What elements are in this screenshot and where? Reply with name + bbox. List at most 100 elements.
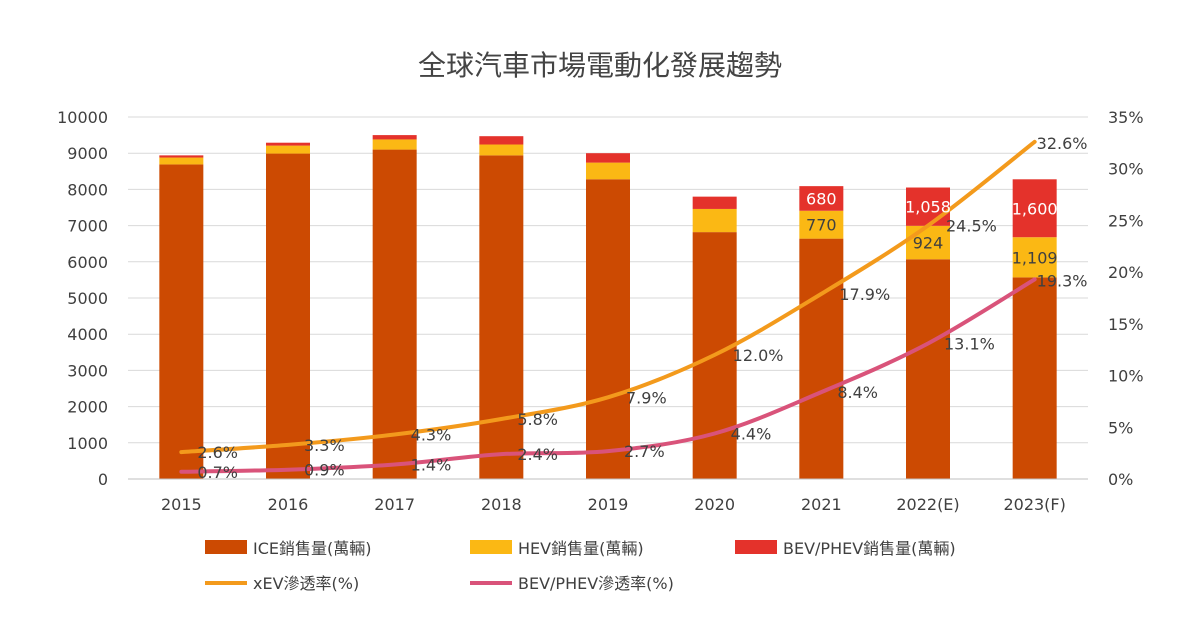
- bar-segment-bev-phev: [906, 187, 950, 226]
- x-tick-label: 2022(E): [896, 495, 959, 514]
- legend: ICE銷售量(萬輛) HEV銷售量(萬輛) BEV/PHEV銷售量(萬輛) xEV滲透…: [205, 539, 956, 593]
- chart-title: 全球汽車市場電動化發展趨勢: [418, 49, 782, 82]
- bar-segment-hev: [372, 139, 417, 150]
- bar-data-label: 1,600: [1012, 199, 1058, 218]
- y-left-tick-label: 1000: [67, 434, 108, 453]
- bar-segment-bev-phev: [692, 196, 737, 209]
- bar-segment-ice: [906, 259, 950, 479]
- bev-phev-data-label: 0.9%: [304, 461, 345, 480]
- bev-phev-data-label: 1.4%: [411, 456, 452, 475]
- xev-data-label: 7.9%: [626, 388, 667, 407]
- data-labels: 770 924 1,109 680 1,058 1,600 2.6% 3.3% 4.3% 5.8%…: [197, 134, 1087, 482]
- y-left-tick-label: 10000: [57, 108, 108, 127]
- xev-data-label: 24.5%: [946, 217, 997, 236]
- y-left-tick-label: 9000: [67, 144, 108, 163]
- legend-label: BEV/PHEV滲透率(%): [518, 574, 674, 593]
- x-tick-label: 2020: [694, 495, 735, 514]
- bar-segment-hev: [1012, 237, 1057, 278]
- legend-label: HEV銷售量(萬輛): [518, 539, 644, 558]
- bar-data-label: 924: [913, 234, 944, 253]
- x-tick-label: 2016: [268, 495, 309, 514]
- bar-segment-ice: [479, 155, 524, 479]
- bar-segment-hev: [159, 157, 204, 165]
- x-tick-label: 2017: [374, 495, 415, 514]
- bar-segment-ice: [1012, 277, 1057, 479]
- bar-data-label: 1,109: [1012, 248, 1058, 267]
- bev-phev-data-label: 0.7%: [197, 463, 238, 482]
- bar-segment-ice: [266, 153, 310, 479]
- bars: [159, 135, 1057, 479]
- bar-segment-ice: [799, 238, 844, 479]
- y-right-tick-label: 35%: [1108, 108, 1144, 127]
- y-right-tick-label: 10%: [1108, 367, 1144, 386]
- y-left-tick-label: 8000: [67, 180, 108, 199]
- lines: [179, 139, 1037, 474]
- xev-data-label: 3.3%: [304, 436, 345, 455]
- y-right-tick-label: 20%: [1108, 263, 1144, 282]
- xev-data-label: 12.0%: [733, 346, 784, 365]
- bev-phev-data-label: 8.4%: [837, 383, 878, 402]
- x-tick-label: 2021: [801, 495, 842, 514]
- bar-segment-hev: [799, 210, 844, 239]
- y-right-tick-label: 25%: [1108, 211, 1144, 230]
- bar-segment-hev: [586, 162, 630, 180]
- xev-line: [179, 139, 1037, 455]
- bar-segment-bev-phev: [1012, 179, 1057, 238]
- y-axis-left: 0 1000 2000 3000 4000 5000 6000 7000 8000 9000 100…: [57, 108, 108, 489]
- bev-phev-data-label: 19.3%: [1037, 271, 1088, 290]
- bar-segment-hev: [906, 225, 950, 260]
- y-right-tick-label: 5%: [1108, 418, 1133, 437]
- xev-data-label: 5.8%: [517, 410, 558, 429]
- y-left-tick-label: 5000: [67, 289, 108, 308]
- y-left-tick-label: 3000: [67, 361, 108, 380]
- y-right-tick-label: 15%: [1108, 315, 1144, 334]
- bar-segment-ice: [159, 164, 204, 479]
- y-right-tick-label: 0%: [1108, 470, 1133, 489]
- bar-segment-ice: [372, 149, 417, 479]
- bar-segment-hev: [266, 145, 310, 154]
- y-left-tick-label: 6000: [67, 253, 108, 272]
- legend-item: BEV/PHEV銷售量(萬輛): [735, 539, 956, 558]
- legend-label: BEV/PHEV銷售量(萬輛): [783, 539, 956, 558]
- x-tick-label: 2015: [161, 495, 202, 514]
- bar-segment-bev-phev: [159, 155, 204, 158]
- xev-data-label: 32.6%: [1037, 134, 1088, 153]
- xev-data-label: 17.9%: [839, 285, 890, 304]
- bar-segment-bev-phev: [799, 186, 844, 211]
- legend-label: xEV滲透率(%): [253, 574, 359, 593]
- bar-segment-ice: [586, 179, 630, 479]
- bar-segment-hev: [479, 144, 524, 156]
- legend-item: ICE銷售量(萬輛): [205, 539, 372, 558]
- bar-segment-bev-phev: [479, 136, 524, 145]
- legend-swatch: [205, 540, 247, 554]
- bev-phev-data-label: 2.7%: [624, 442, 665, 461]
- bev-phev-data-label: 4.4%: [731, 424, 772, 443]
- bev-phev-line: [179, 277, 1037, 474]
- y-axis-right: 0% 5% 10% 15% 20% 25% 30% 35%: [1108, 108, 1144, 489]
- legend-item: HEV銷售量(萬輛): [470, 539, 644, 558]
- y-right-tick-label: 30%: [1108, 160, 1144, 179]
- x-axis: 2015 2016 2017 2018 2019 2020 2021 2022(E) 2023(…: [128, 478, 1088, 514]
- bar-data-label: 680: [806, 189, 837, 208]
- bar-segment-bev-phev: [266, 142, 310, 146]
- bar-segment-bev-phev: [372, 135, 417, 140]
- y-left-tick-label: 4000: [67, 325, 108, 344]
- legend-label: ICE銷售量(萬輛): [253, 539, 372, 558]
- bev-phev-data-label: 2.4%: [517, 445, 558, 464]
- bar-segment-hev: [692, 208, 737, 233]
- bar-data-label: 1,058: [905, 198, 951, 217]
- y-left-tick-label: 7000: [67, 217, 108, 236]
- legend-item: xEV滲透率(%): [205, 574, 359, 593]
- y-left-tick-label: 0: [98, 470, 108, 489]
- x-tick-label: 2023(F): [1003, 495, 1065, 514]
- legend-item: BEV/PHEV滲透率(%): [470, 574, 674, 593]
- bar-segment-bev-phev: [586, 153, 630, 163]
- y-left-tick-label: 2000: [67, 398, 108, 417]
- xev-data-label: 4.3%: [411, 426, 452, 445]
- bar-data-label: 770: [806, 216, 837, 235]
- legend-swatch: [735, 540, 777, 554]
- x-tick-label: 2018: [481, 495, 522, 514]
- bev-phev-data-label: 13.1%: [944, 335, 995, 354]
- legend-swatch: [470, 540, 512, 554]
